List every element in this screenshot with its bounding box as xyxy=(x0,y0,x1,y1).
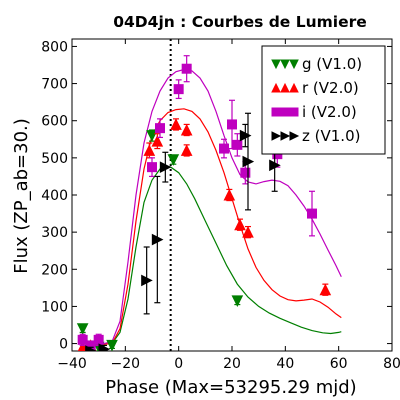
x-axis-label: Phase (Max=53295.29 mjd) xyxy=(105,377,356,398)
legend-marker-z xyxy=(289,131,300,141)
point-z xyxy=(269,159,281,172)
y-tick-label: 100 xyxy=(41,299,68,315)
chart-title: 04D4jn : Courbes de Lumiere xyxy=(113,13,367,31)
point-r xyxy=(180,144,193,156)
x-tick-label: 20 xyxy=(223,356,241,372)
y-tick-label: 300 xyxy=(41,225,68,241)
y-tick-label: 200 xyxy=(41,262,68,278)
x-tick-label: 80 xyxy=(383,356,400,372)
curve-g xyxy=(79,165,342,346)
legend-marker-g xyxy=(271,59,281,70)
point-z xyxy=(159,161,172,173)
x-tick-label: −40 xyxy=(57,356,87,372)
legend-marker-g xyxy=(289,59,299,70)
y-axis-label: Flux (ZP_ab=30.) xyxy=(11,118,32,274)
point-r xyxy=(242,226,254,238)
legend-marker-z xyxy=(280,131,291,141)
point-i xyxy=(232,139,243,150)
point-r xyxy=(223,188,236,201)
point-r xyxy=(170,118,182,130)
point-i xyxy=(227,119,237,130)
legend-marker-i xyxy=(280,107,290,117)
point-r xyxy=(151,135,164,147)
legend-marker-z xyxy=(271,131,282,141)
point-g xyxy=(76,323,89,335)
x-tick-label: 0 xyxy=(174,356,183,372)
y-tick-label: 500 xyxy=(41,151,68,167)
legend-marker-r xyxy=(271,82,281,93)
point-i xyxy=(173,84,184,95)
point-i xyxy=(155,123,165,134)
point-g xyxy=(231,295,244,307)
point-i xyxy=(307,208,317,219)
point-r xyxy=(319,283,332,296)
curve-i xyxy=(79,68,342,346)
legend-label-i: i (V2.0) xyxy=(302,103,357,121)
legend-label-r: r (V2.0) xyxy=(302,79,359,97)
y-tick-label: 0 xyxy=(59,337,68,353)
point-z xyxy=(85,345,97,351)
point-g xyxy=(106,339,118,351)
point-i xyxy=(181,63,192,74)
legend-marker-i xyxy=(271,107,281,117)
legend-label-z: z (V1.0) xyxy=(302,127,360,145)
y-tick-label: 800 xyxy=(41,39,68,55)
point-i xyxy=(240,167,251,178)
point-i xyxy=(77,334,88,345)
y-tick-label: 700 xyxy=(41,77,68,93)
legend: g (V1.0) r (V2.0) i (V2.0) z (V1.0) xyxy=(261,45,386,155)
point-r xyxy=(180,123,193,136)
x-tick-label: 40 xyxy=(276,356,294,372)
point-z xyxy=(239,129,252,142)
legend-marker-i xyxy=(289,107,299,117)
point-z xyxy=(141,274,153,287)
y-tick-label: 400 xyxy=(41,188,68,204)
x-tick-label: −20 xyxy=(111,356,141,372)
plot-area: −40 −20 0 20 40 60 800100200300400500600700800… xyxy=(41,38,400,372)
point-i xyxy=(219,143,229,154)
point-g xyxy=(167,154,180,166)
x-tick-label: 60 xyxy=(330,356,348,372)
legend-marker-r xyxy=(280,82,290,93)
point-r xyxy=(234,218,246,231)
point-z xyxy=(242,155,255,168)
legend-marker-g xyxy=(280,59,290,70)
point-i xyxy=(147,162,157,173)
point-g xyxy=(146,130,158,142)
curve-r xyxy=(79,108,342,346)
legend-label-g: g (V1.0) xyxy=(302,55,362,73)
legend-marker-r xyxy=(289,82,299,93)
point-z xyxy=(151,233,164,246)
point-r xyxy=(143,144,156,156)
point-z xyxy=(98,343,111,351)
y-tick-label: 600 xyxy=(41,114,68,130)
